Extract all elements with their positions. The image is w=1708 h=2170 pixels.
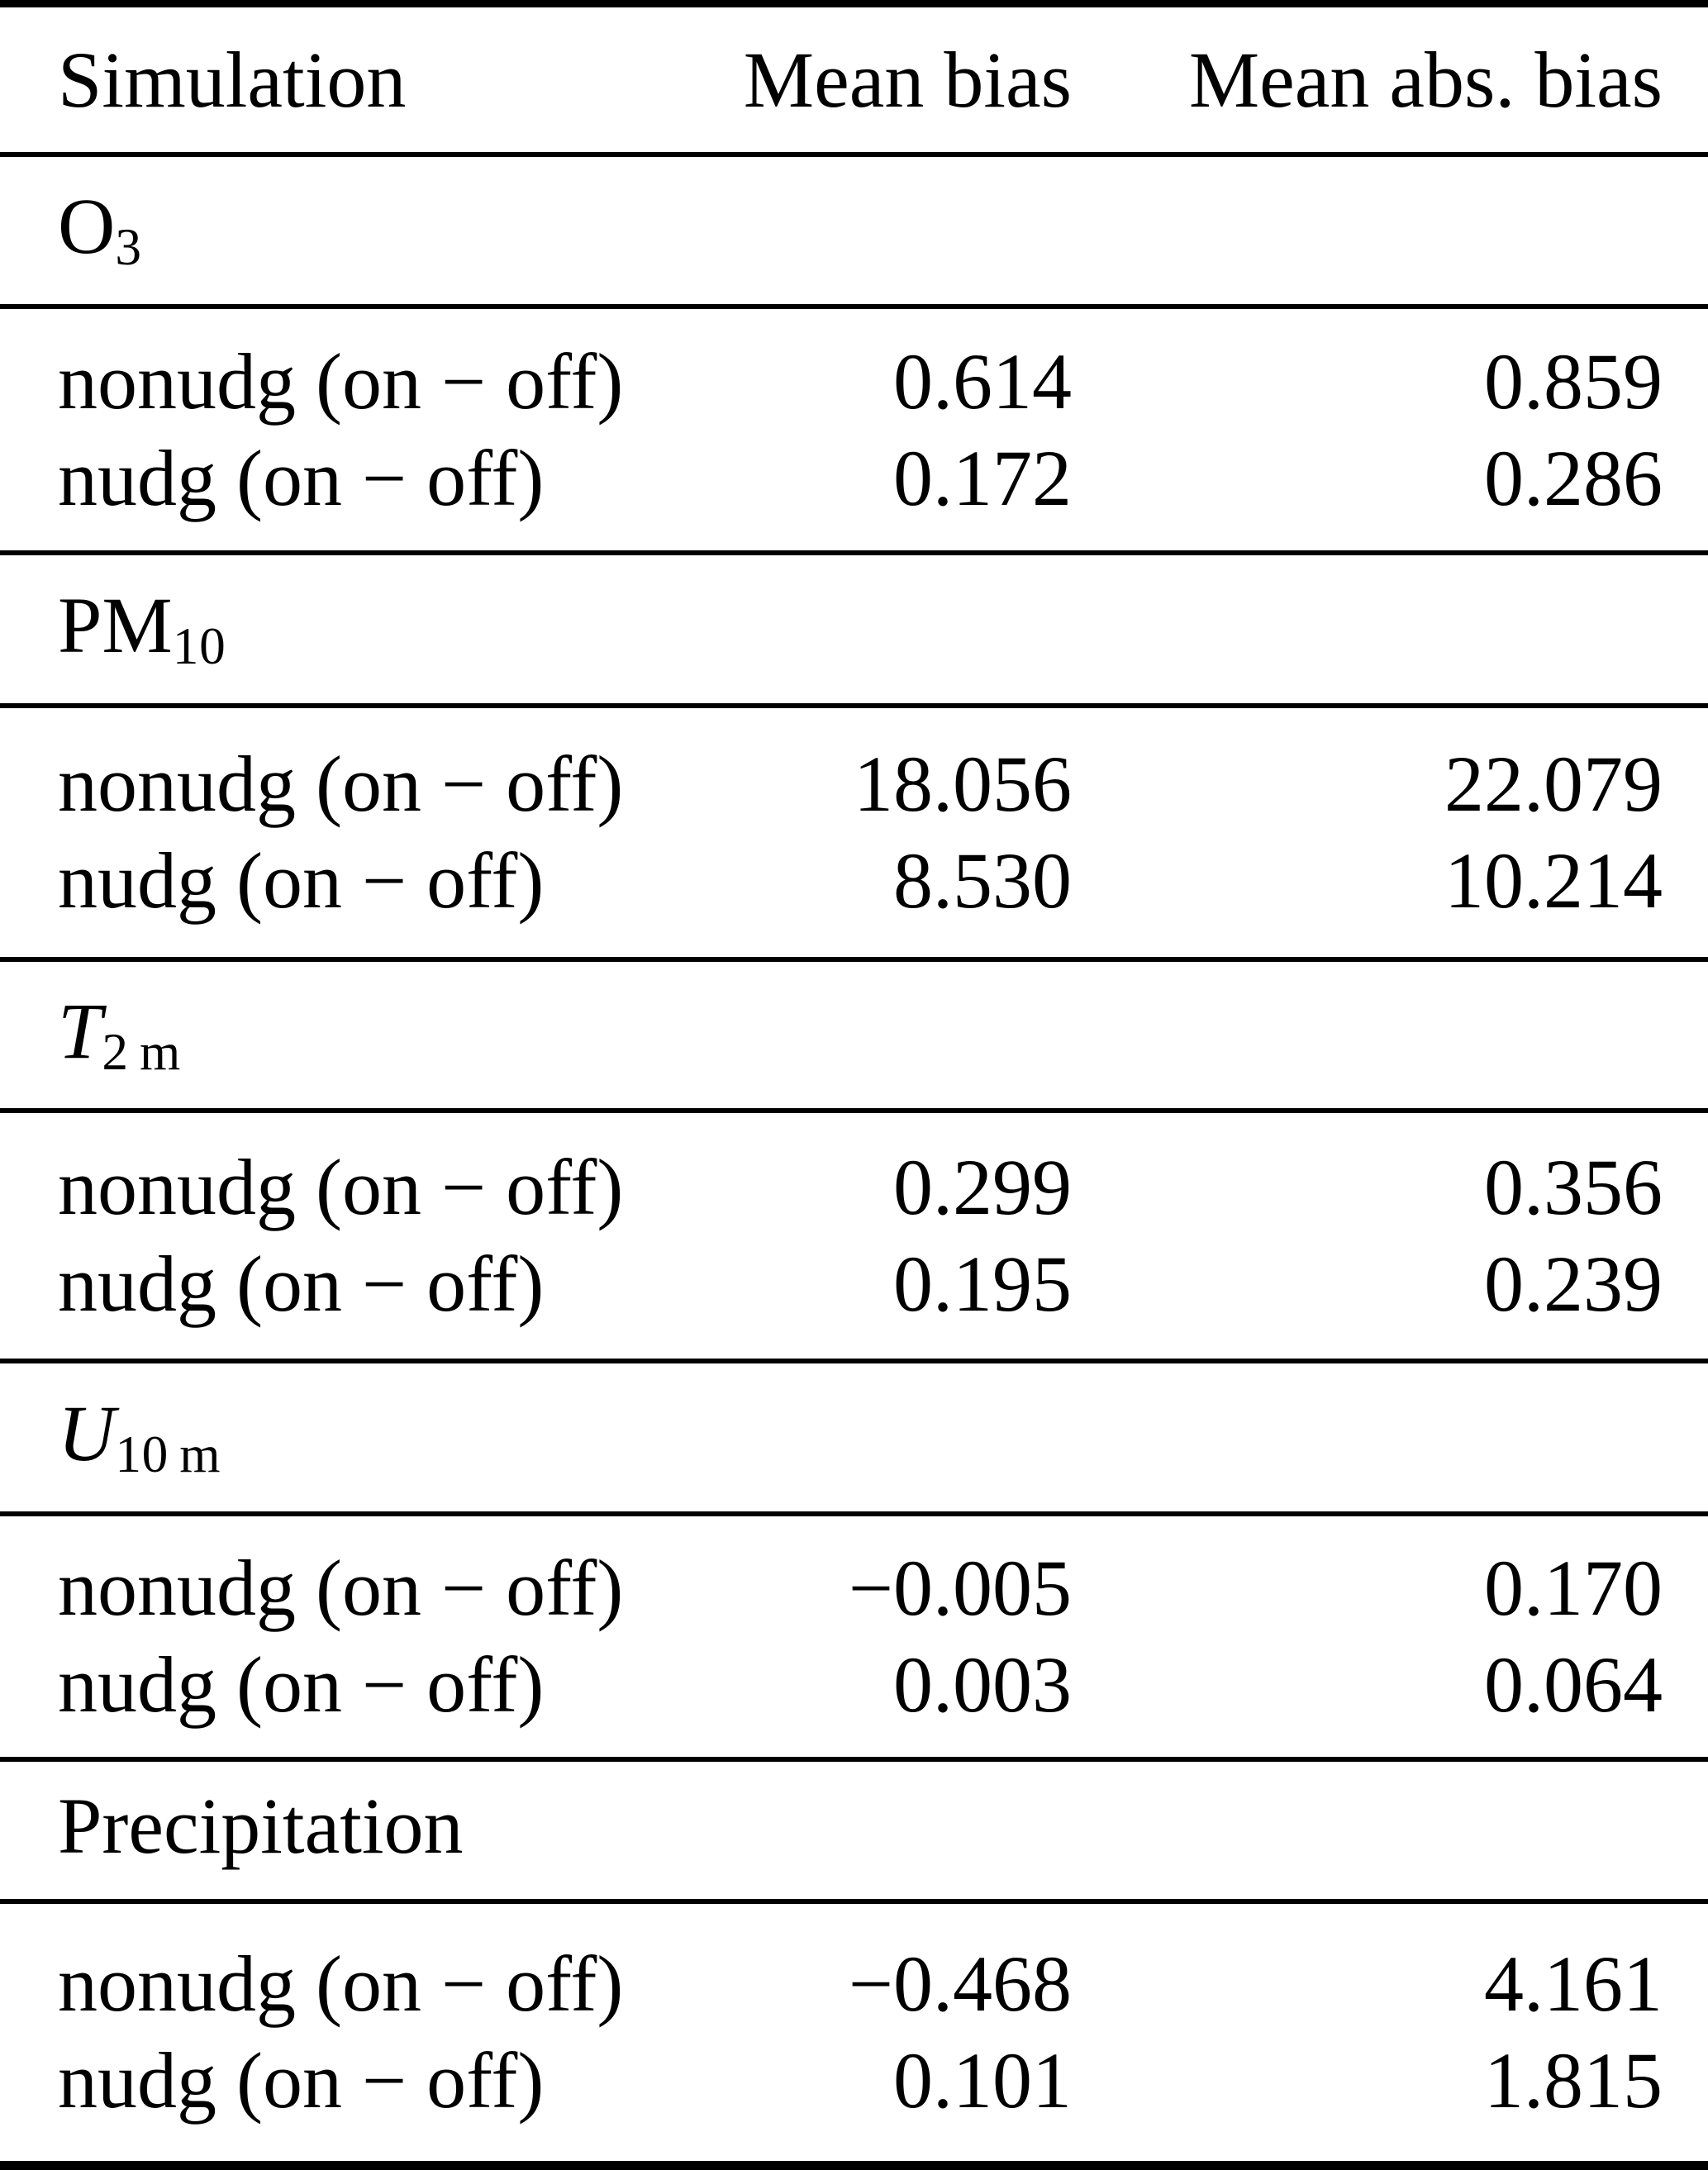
rule-bottom <box>0 2161 1708 2170</box>
section-label-base: T <box>58 986 102 1075</box>
rule-divider <box>0 1108 1708 1113</box>
section-header-precipitation: Precipitation <box>0 1762 1708 1899</box>
cell-mean-abs-bias: 22.079 <box>1444 740 1663 828</box>
section-label: Precipitation <box>58 1787 464 1873</box>
rule-divider <box>0 703 1708 708</box>
cell-simulation-label: nonudg (on − off) <box>58 1939 624 2028</box>
section-label-base: PM <box>58 580 173 669</box>
cell-simulation-label: nudg (on − off) <box>58 2036 545 2125</box>
cell-mean-bias: 0.003 <box>893 1640 1072 1729</box>
section-o3-rows: nonudg (on − off) 0.614 0.859 nudg (on −… <box>0 309 1708 550</box>
cell-mean-abs-bias: 0.239 <box>1484 1240 1663 1328</box>
cell-mean-bias: −0.005 <box>848 1544 1072 1632</box>
section-label-subscript: 10 m <box>115 1425 221 1483</box>
table-row: nudg (on − off) 0.195 0.239 <box>0 1236 1708 1333</box>
cell-mean-bias: 0.101 <box>893 2036 1072 2125</box>
cell-mean-bias: 0.614 <box>893 336 1072 426</box>
cell-mean-bias: 0.195 <box>893 1240 1072 1328</box>
cell-mean-abs-bias: 1.815 <box>1484 2036 1663 2125</box>
cell-mean-bias: −0.468 <box>848 1939 1072 2028</box>
section-pm10-rows: nonudg (on − off) 18.056 22.079 nudg (on… <box>0 708 1708 957</box>
cell-mean-abs-bias: 0.356 <box>1484 1143 1663 1231</box>
table-header-row: Simulation Mean bias Mean abs. bias <box>0 7 1708 152</box>
cell-mean-abs-bias: 0.170 <box>1484 1544 1663 1632</box>
section-header-pm10: PM10 <box>0 555 1708 703</box>
section-label-base: Precipitation <box>58 1782 464 1871</box>
cell-mean-bias: 8.530 <box>893 836 1072 925</box>
table-row: nonudg (on − off) −0.468 4.161 <box>0 1936 1708 2033</box>
section-u10m-rows: nonudg (on − off) −0.005 0.170 nudg (on … <box>0 1516 1708 1757</box>
section-precipitation-rows: nonudg (on − off) −0.468 4.161 nudg (on … <box>0 1904 1708 2161</box>
table-row: nonudg (on − off) 18.056 22.079 <box>0 736 1708 833</box>
section-label: U10 m <box>58 1393 221 1483</box>
cell-mean-bias: 18.056 <box>854 740 1072 828</box>
cell-simulation-label: nonudg (on − off) <box>58 336 624 426</box>
rule-divider <box>0 1511 1708 1516</box>
table-row: nudg (on − off) 0.172 0.286 <box>0 430 1708 526</box>
section-label: O3 <box>58 187 142 274</box>
section-label: T2 m <box>58 991 181 1081</box>
section-header-u10m: U10 m <box>0 1363 1708 1511</box>
table-row: nudg (on − off) 0.101 1.815 <box>0 2033 1708 2130</box>
table-row: nudg (on − off) 0.003 0.064 <box>0 1637 1708 1734</box>
cell-mean-abs-bias: 0.064 <box>1484 1640 1663 1729</box>
rule-divider <box>0 304 1708 309</box>
cell-mean-bias: 0.172 <box>893 433 1072 522</box>
cell-simulation-label: nonudg (on − off) <box>58 1143 624 1231</box>
table-row: nudg (on − off) 8.530 10.214 <box>0 833 1708 930</box>
cell-mean-abs-bias: 0.286 <box>1484 433 1663 522</box>
col-header-mean-abs-bias: Mean abs. bias <box>1188 35 1663 124</box>
cell-mean-abs-bias: 4.161 <box>1484 1939 1663 2028</box>
rule-divider <box>0 957 1708 962</box>
cell-mean-abs-bias: 0.859 <box>1484 336 1663 426</box>
section-t2m-rows: nonudg (on − off) 0.299 0.356 nudg (on −… <box>0 1113 1708 1359</box>
section-label: PM10 <box>58 585 226 675</box>
section-header-o3: O3 <box>0 157 1708 304</box>
section-label-subscript: 3 <box>115 218 142 277</box>
cell-simulation-label: nonudg (on − off) <box>58 1544 624 1632</box>
rule-top <box>0 0 1708 7</box>
table-row: nonudg (on − off) 0.299 0.356 <box>0 1140 1708 1236</box>
cell-mean-abs-bias: 10.214 <box>1444 836 1663 925</box>
section-header-t2m: T2 m <box>0 962 1708 1108</box>
rule-divider <box>0 1899 1708 1904</box>
section-label-base: U <box>58 1388 116 1478</box>
cell-simulation-label: nudg (on − off) <box>58 1640 545 1729</box>
cell-simulation-label: nonudg (on − off) <box>58 740 624 828</box>
section-label-base: O <box>58 182 116 271</box>
rule-divider <box>0 152 1708 157</box>
table-row: nonudg (on − off) −0.005 0.170 <box>0 1540 1708 1637</box>
rule-divider <box>0 1359 1708 1363</box>
cell-simulation-label: nudg (on − off) <box>58 836 545 925</box>
col-header-mean-bias: Mean bias <box>743 35 1072 124</box>
cell-mean-bias: 0.299 <box>893 1143 1072 1231</box>
section-label-subscript: 2 m <box>102 1022 181 1081</box>
cell-simulation-label: nudg (on − off) <box>58 433 545 522</box>
cell-simulation-label: nudg (on − off) <box>58 1240 545 1328</box>
table-row: nonudg (on − off) 0.614 0.859 <box>0 333 1708 430</box>
col-header-simulation: Simulation <box>58 35 407 124</box>
rule-divider <box>0 1757 1708 1762</box>
section-label-subscript: 10 <box>172 616 226 675</box>
rule-divider <box>0 550 1708 555</box>
